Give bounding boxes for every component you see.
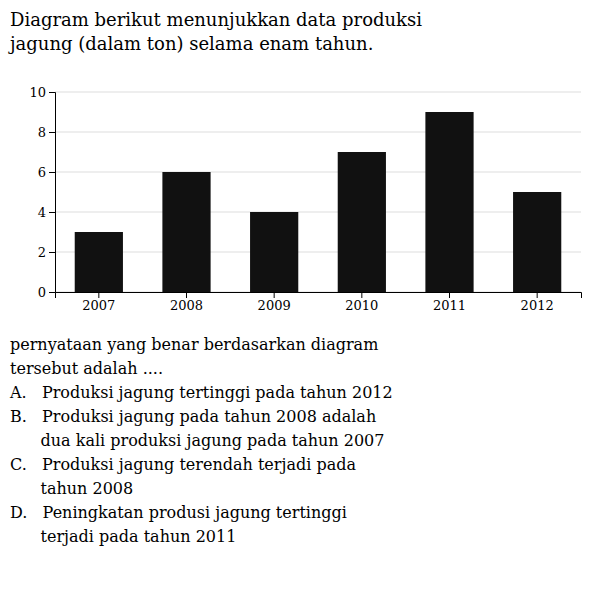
title-line: jagung (dalam ton) selama enam tahun. [8,33,373,54]
annotation: dua kali produksi jagung pada tahun 2007 [10,431,384,450]
x-tick-mark [361,292,362,298]
y-tick: 2 [38,245,55,260]
grid [55,92,581,292]
x-tick: 2008 [170,292,203,313]
y-axis-line [49,93,56,293]
y-tick-label: 2 [38,245,46,260]
x-tick-mark [186,292,187,298]
bar [75,232,123,292]
annotation: terjadi pada tahun 2011 [10,527,236,546]
y-tick-mark [49,212,55,213]
grid-line [55,132,581,133]
y-tick-label: 6 [38,165,46,180]
annotation: pernyataan yang benar berdasarkan diagra… [10,335,378,354]
x-tick: 2012 [521,292,554,313]
x-tick-label: 2012 [521,298,554,313]
y-axis: 0 2 4 6 8 10 [29,85,55,300]
grid-line [55,252,581,253]
y-tick-label: 10 [29,85,46,100]
x-tick-mark [98,292,99,298]
x-tick-mark [449,292,450,298]
x-tick: 2007 [82,292,115,313]
title-line: Diagram berikut menunjukkan data produks… [10,9,422,30]
x-tick: 2009 [258,292,291,313]
annotation: D. Peningkatan produsi jagung tertinggi [10,503,347,522]
y-tick-mark [49,132,55,133]
bars [75,112,562,292]
annotation: tahun 2008 [10,479,133,498]
chart-svg: Diagram berikut menunjukkan data produks… [0,0,593,611]
y-tick-mark [49,172,55,173]
chart-container: Diagram berikut menunjukkan data produks… [0,0,593,611]
x-tick-label: 2011 [433,298,466,313]
grid-line [55,92,581,93]
annotation: A. Produksi jagung tertinggi pada tahun … [9,383,393,402]
bar [162,172,210,292]
y-tick: 6 [38,165,55,180]
x-tick-mark [537,292,538,298]
x-tick-label: 2008 [170,298,203,313]
y-tick: 10 [29,85,55,100]
annotation: C. Produksi jagung terendah terjadi pada [10,455,356,474]
title: Diagram berikut menunjukkan data produks… [8,9,422,54]
bar [338,152,386,292]
annotation: B. Produksi jagung pada tahun 2008 adala… [10,407,376,426]
x-tick-label: 2010 [345,298,378,313]
bar [250,212,298,292]
x-axis: 2007 2008 2009 2010 2011 2012 [56,292,582,313]
x-axis-line [56,293,582,299]
footer: pernyataan yang benar berdasarkan diagra… [9,335,393,546]
y-tick: 0 [38,285,55,300]
x-tick-mark [274,292,275,298]
grid-line [55,172,581,173]
x-tick-label: 2007 [82,298,115,313]
x-tick-label: 2009 [258,298,291,313]
x-tick: 2010 [345,292,378,313]
bar [425,112,473,292]
y-tick-mark [49,92,55,93]
annotation: tersebut adalah .... [10,359,163,378]
bar [513,192,561,292]
grid-line [55,212,581,213]
y-tick-label: 8 [38,125,46,140]
y-tick-mark [49,252,55,253]
x-tick: 2011 [433,292,466,313]
y-tick: 4 [38,205,55,220]
y-tick-label: 0 [38,285,46,300]
y-tick: 8 [38,125,55,140]
y-tick-label: 4 [38,205,46,220]
y-tick-mark [49,292,55,293]
